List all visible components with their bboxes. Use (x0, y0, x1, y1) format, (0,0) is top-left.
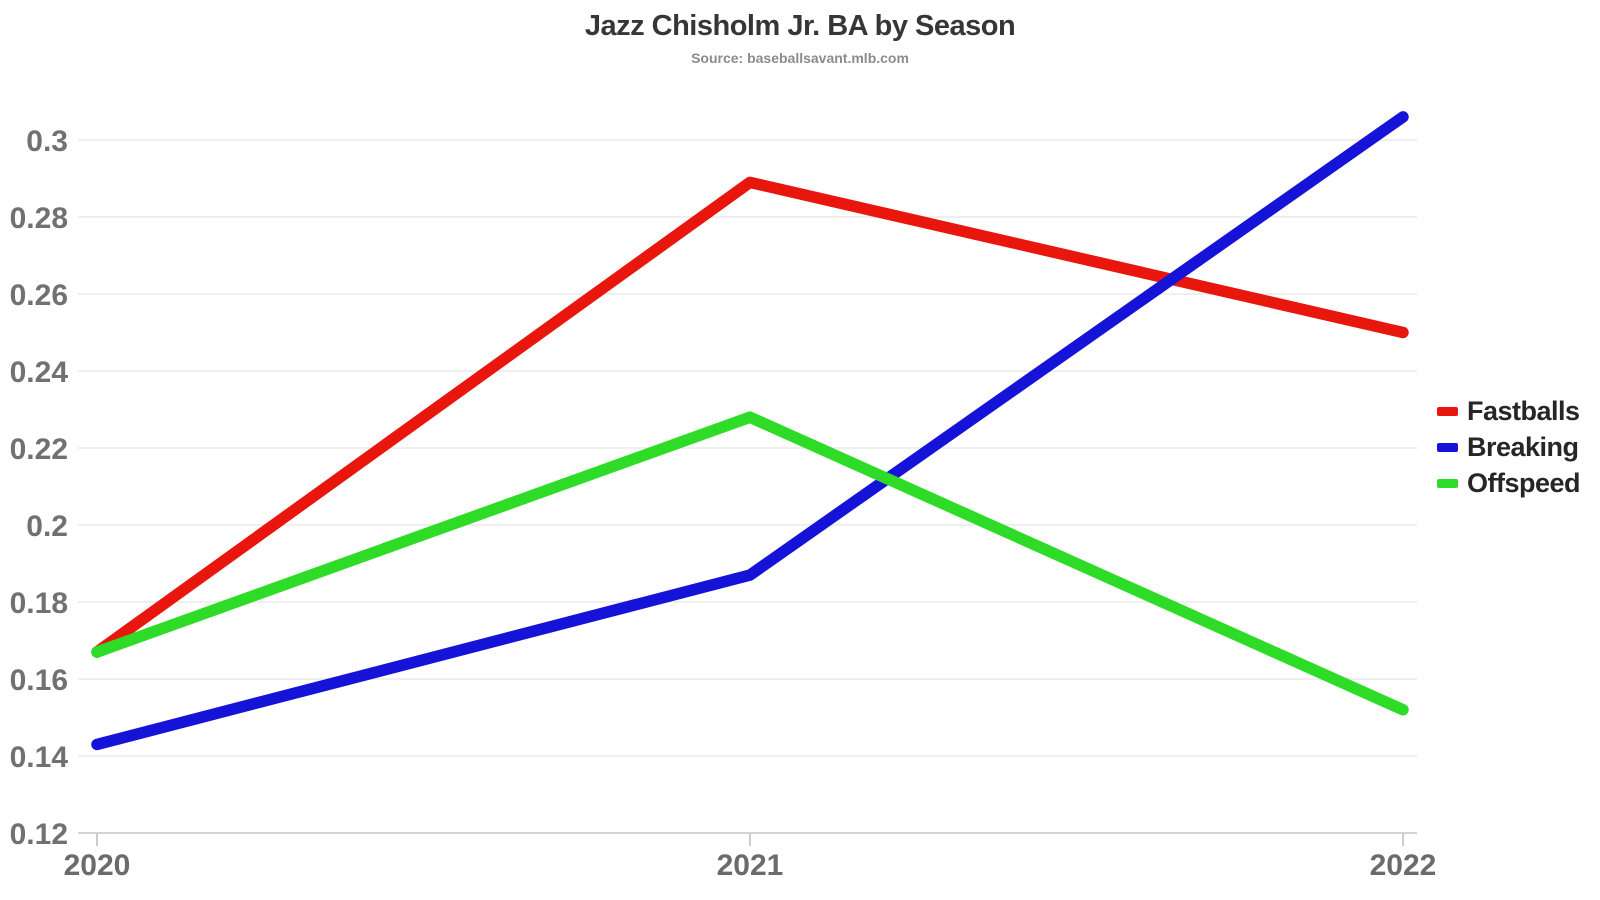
y-tick-label: 0.18 (10, 587, 68, 620)
y-tick-label: 0.3 (26, 125, 68, 158)
x-tick-label: 2020 (64, 849, 131, 882)
y-tick-label: 0.16 (10, 664, 68, 697)
legend-item-breaking: Breaking (1437, 429, 1580, 465)
legend-item-fastballs: Fastballs (1437, 393, 1580, 429)
offspeed-color-swatch (1437, 478, 1458, 488)
x-tick-label: 2022 (1370, 849, 1437, 882)
line-offspeed (91, 411, 1409, 716)
y-tick-label: 0.22 (10, 433, 68, 466)
chart-subtitle: Source: baseballsavant.mlb.com (691, 50, 909, 66)
legend-label-fastballs: Fastballs (1467, 395, 1580, 426)
chart-title: Jazz Chisholm Jr. BA by Season (584, 10, 1016, 42)
legend-label-offspeed: Offspeed (1467, 467, 1581, 498)
y-tick-label: 0.12 (10, 818, 68, 851)
y-tick-label: 0.14 (10, 741, 69, 774)
line-breaking (91, 111, 1409, 751)
legend-item-offspeed: Offspeed (1437, 465, 1581, 501)
y-tick-label: 0.2 (26, 510, 68, 543)
chart-legend: Fastballs Breaking Offspeed (1437, 393, 1581, 501)
legend-label-breaking: Breaking (1467, 431, 1579, 462)
breaking-color-swatch (1437, 442, 1458, 452)
y-tick-label: 0.26 (10, 279, 68, 312)
y-tick-label: 0.24 (10, 356, 69, 389)
x-tick-label: 2021 (717, 849, 784, 882)
fastballs-color-swatch (1437, 406, 1458, 416)
y-tick-label: 0.28 (10, 202, 68, 235)
line-fastballs (91, 176, 1409, 658)
